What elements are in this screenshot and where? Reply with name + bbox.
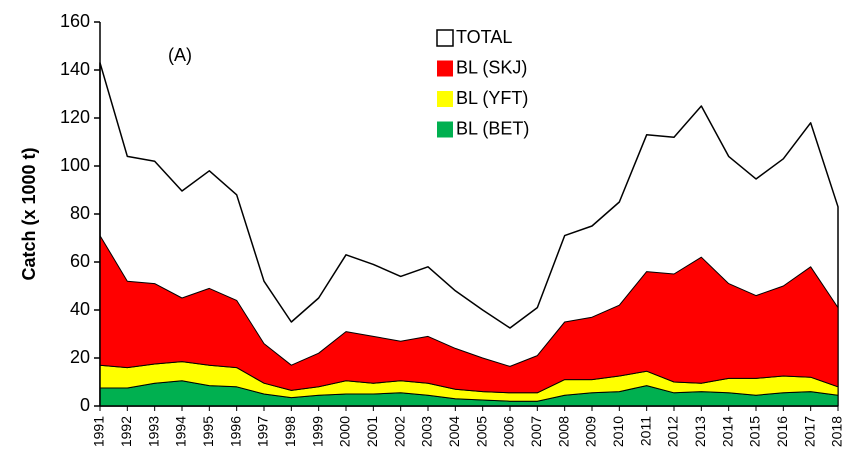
y-tick-label: 60	[70, 251, 90, 271]
y-tick-label: 100	[60, 155, 90, 175]
x-tick-label: 2016	[774, 416, 790, 447]
x-tick-label: 2005	[473, 416, 489, 447]
x-tick-label: 2014	[719, 416, 735, 447]
legend-label: BL (SKJ)	[456, 57, 527, 77]
area	[99, 235, 839, 394]
x-tick-label: 1998	[282, 416, 298, 447]
x-tick-label: 2012	[665, 416, 681, 447]
y-tick-label: 80	[70, 203, 90, 223]
x-tick-label: 1992	[118, 416, 134, 447]
x-tick-label: 1996	[227, 416, 243, 447]
y-tick-label: 140	[60, 59, 90, 79]
x-tick-label: 1994	[173, 416, 189, 447]
annotation: (A)	[168, 45, 192, 65]
x-tick-label: 2017	[801, 416, 817, 447]
y-tick-label: 120	[60, 107, 90, 127]
legend-swatch	[437, 121, 453, 138]
legend-label: TOTAL	[456, 27, 512, 47]
x-tick-label: 2000	[337, 416, 353, 447]
x-tick-label: 2011	[637, 416, 653, 446]
x-tick-label: 2003	[419, 416, 435, 447]
y-tick-label: 40	[70, 299, 90, 319]
x-tick-label: 2008	[555, 416, 571, 447]
x-tick-label: 2013	[692, 416, 708, 447]
x-tick-label: 2007	[528, 416, 544, 447]
legend-label: BL (YFT)	[456, 88, 528, 108]
x-tick-label: 1997	[255, 416, 271, 447]
x-tick-label: 2010	[610, 416, 626, 447]
x-tick-label: 2001	[364, 416, 380, 447]
legend-swatch	[437, 91, 453, 107]
y-axis-label: Catch (x 1000 t)	[19, 147, 39, 280]
x-tick-label: 1993	[145, 416, 161, 447]
x-tick-label: 2009	[583, 416, 599, 447]
legend-swatch	[436, 29, 454, 47]
y-tick-label: 20	[70, 347, 90, 367]
x-tick-label: 1995	[200, 416, 216, 447]
y-tick-label: 0	[80, 395, 90, 415]
x-tick-label: 1991	[91, 416, 107, 447]
x-tick-label: 1999	[309, 416, 325, 447]
x-tick-label: 2018	[829, 416, 845, 447]
legend-label: BL (BET)	[456, 118, 529, 138]
legend-swatch	[437, 60, 453, 77]
x-tick-label: 2015	[747, 416, 763, 447]
x-tick-label: 2002	[391, 416, 407, 447]
x-tick-label: 2006	[501, 416, 517, 447]
y-tick-label: 160	[60, 11, 90, 31]
x-tick-label: 2004	[446, 416, 462, 447]
